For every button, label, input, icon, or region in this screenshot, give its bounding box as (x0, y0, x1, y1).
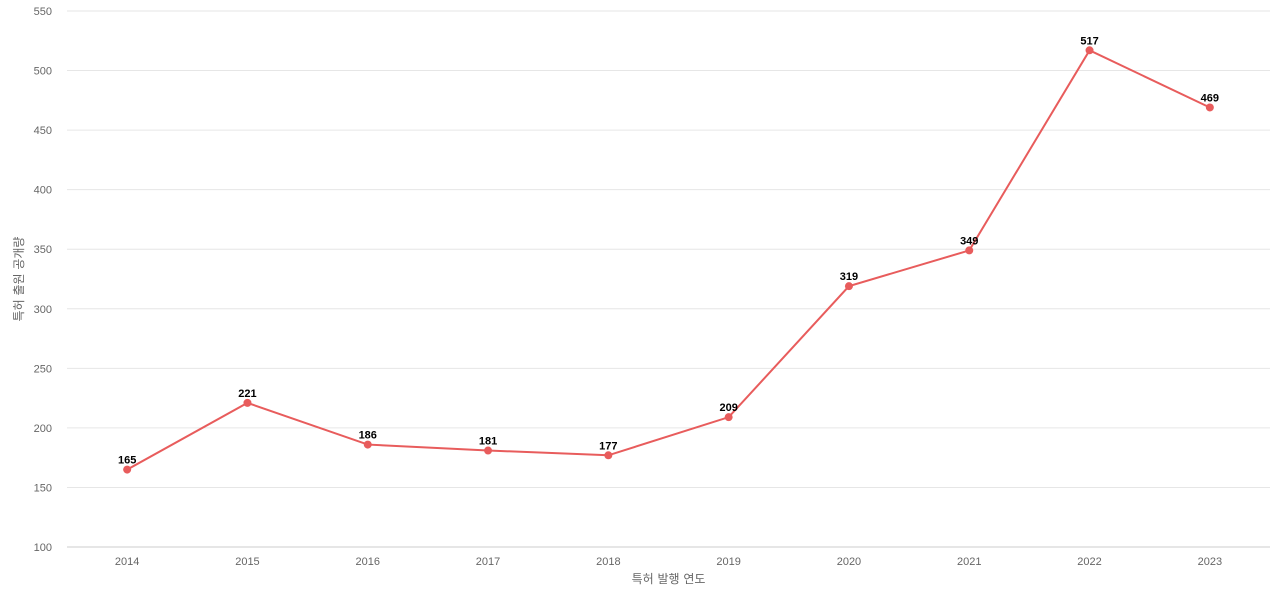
y-tick-label: 100 (34, 542, 52, 554)
y-tick-label: 350 (34, 244, 52, 256)
data-point (844, 282, 853, 291)
y-tick-label: 500 (34, 66, 52, 78)
data-labels: 165 221 186 181 177 209 319 349 517 469 (118, 35, 1219, 466)
series-line (126, 49, 1211, 471)
y-tick-label: 250 (34, 363, 52, 375)
data-points (123, 46, 1214, 474)
data-point (363, 440, 372, 449)
x-tick-label: 2023 (1198, 556, 1222, 568)
data-point (724, 413, 733, 422)
data-label: 165 (118, 455, 136, 467)
x-tick-label: 2018 (596, 556, 620, 568)
x-tick-label: 2014 (115, 556, 139, 568)
x-tick-label: 2022 (1077, 556, 1101, 568)
x-tick-label: 2020 (837, 556, 861, 568)
x-tick-label: 2017 (476, 556, 500, 568)
data-point (123, 465, 132, 474)
y-tick-label: 200 (34, 423, 52, 435)
x-tick-label: 2016 (356, 556, 380, 568)
grid-lines (67, 10, 1270, 488)
data-label: 221 (238, 388, 256, 400)
data-label: 469 (1201, 92, 1219, 104)
x-tick-label: 2015 (235, 556, 259, 568)
data-label: 186 (359, 430, 377, 442)
x-axis-ticks: 2014 2015 2016 2017 2018 2019 2020 2021 2022 2023 (115, 556, 1222, 568)
y-tick-label: 150 (34, 482, 52, 494)
y-tick-label: 450 (34, 125, 52, 137)
data-label: 517 (1080, 35, 1098, 47)
data-label: 209 (719, 402, 737, 414)
x-tick-label: 2019 (716, 556, 740, 568)
data-label: 349 (960, 235, 978, 247)
y-tick-label: 300 (34, 304, 52, 316)
data-label: 177 (599, 440, 617, 452)
data-label: 319 (840, 271, 858, 283)
x-tick-label: 2021 (957, 556, 981, 568)
data-point (243, 398, 252, 407)
data-label: 181 (479, 436, 497, 448)
data-point (1205, 103, 1214, 112)
data-point (604, 451, 613, 460)
y-axis-ticks: 100 150 200 250 300 350 400 450 500 550 (34, 6, 52, 554)
data-point (484, 446, 493, 455)
y-axis-title: 특허 출원 공개량 (12, 237, 26, 322)
y-tick-label: 400 (34, 185, 52, 197)
data-point (965, 246, 974, 255)
y-tick-label: 550 (34, 6, 52, 18)
x-axis-title: 특허 발행 연도 (632, 571, 706, 586)
data-point (1085, 46, 1094, 55)
